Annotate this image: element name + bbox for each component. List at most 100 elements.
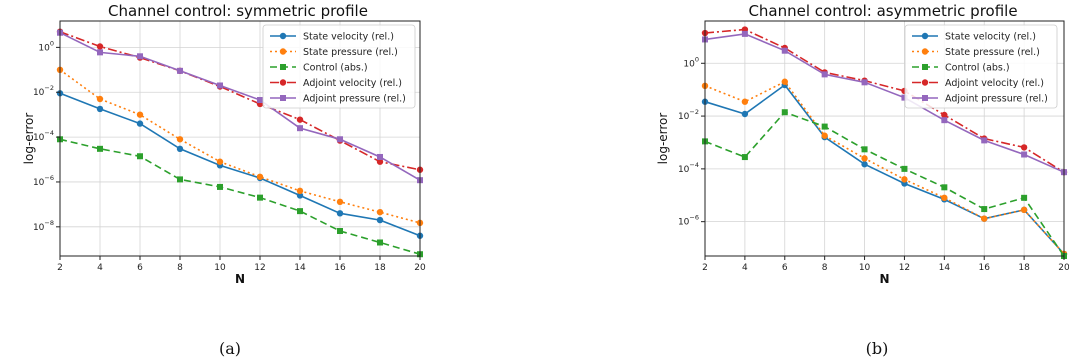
y-tick-label: 100: [683, 55, 699, 69]
x-tick-label: 4: [742, 263, 748, 273]
x-tick-label: 6: [782, 263, 788, 273]
y-tick-label: 10−8: [33, 219, 54, 233]
data-point: [96, 105, 104, 113]
data-point: [781, 109, 788, 116]
data-point: [741, 30, 748, 37]
data-point: [256, 173, 264, 180]
legend-entry-label: State pressure (rel.): [303, 47, 398, 58]
x-axis-label: N: [879, 272, 889, 286]
data-point: [941, 194, 948, 202]
x-tick-label: 10: [214, 263, 226, 273]
y-tick-label: 10−4: [33, 129, 54, 143]
legend-swatch-marker: [279, 48, 287, 55]
legend-swatch-marker: [279, 32, 287, 40]
legend-swatch-marker: [280, 95, 286, 101]
plot-frame: [59, 20, 421, 257]
data-point: [177, 67, 183, 74]
y-tick-label: 10−2: [678, 108, 699, 122]
data-point: [376, 158, 384, 165]
data-point: [901, 165, 908, 172]
chart-b: 2 4 6 8 10 12 14 16 18 20 100 10−2 10−4 10−6 Channel c…: [656, 2, 1069, 358]
x-tick-label: 8: [177, 263, 183, 273]
data-point: [217, 82, 223, 89]
x-tick-label: 14: [939, 263, 951, 273]
data-point: [981, 215, 988, 222]
series-line-1: [704, 83, 1065, 255]
data-point: [901, 176, 908, 183]
data-point: [1020, 206, 1028, 214]
data-point: [96, 43, 104, 50]
data-point: [1021, 194, 1028, 201]
y-tick-label: 100: [38, 39, 54, 53]
series-line-2: [59, 69, 421, 224]
legend-box: [262, 24, 416, 109]
legend-swatch-marker: [921, 79, 929, 86]
chart-title: Channel control: symmetric profile: [108, 2, 368, 20]
data-point: [981, 206, 988, 213]
data-point: [741, 110, 749, 118]
data-point: [217, 183, 223, 190]
data-point: [941, 184, 948, 191]
data-point: [337, 228, 343, 235]
x-tick-label: 8: [822, 263, 828, 273]
legend: State velocity (rel.) State pressure (rel…: [904, 24, 1058, 109]
x-axis-label: N: [235, 272, 245, 286]
data-point: [337, 136, 343, 143]
y-tick-label: 10−4: [678, 161, 699, 175]
data-point: [1020, 144, 1028, 151]
data-point: [296, 187, 304, 195]
data-point: [296, 116, 304, 123]
legend: State velocity (rel.) State pressure (rel…: [262, 24, 416, 109]
data-point: [821, 123, 828, 130]
series-line-4: [704, 28, 1065, 173]
data-point: [97, 49, 103, 56]
data-point: [257, 194, 263, 201]
data-point: [861, 155, 868, 162]
data-point: [821, 71, 828, 78]
data-point: [176, 136, 184, 143]
x-tick-label: 14: [294, 263, 306, 273]
data-point: [176, 145, 184, 153]
series-line-3: [704, 111, 1065, 257]
x-tick-label: 20: [1058, 263, 1069, 273]
data-point: [741, 98, 749, 105]
legend-swatch-marker: [921, 32, 929, 40]
data-point: [377, 239, 383, 246]
x-tick-label: 18: [1018, 263, 1030, 273]
data-point: [781, 78, 788, 85]
legend-swatch-marker: [280, 64, 286, 70]
data-point: [296, 192, 304, 199]
legend-entry-label: Adjoint pressure (rel.): [945, 94, 1048, 105]
y-axis-label: log-error: [656, 113, 670, 165]
plot-frame: [704, 20, 1065, 257]
data-point: [1021, 151, 1028, 158]
x-tick-label: 18: [374, 263, 386, 273]
data-point: [376, 208, 384, 216]
data-point: [861, 146, 868, 153]
data-point: [96, 95, 104, 103]
data-point: [336, 210, 344, 217]
series-line-1: [59, 92, 421, 237]
series-line-5: [704, 33, 1065, 173]
x-tick-label: 10: [859, 263, 871, 273]
data-point: [376, 216, 384, 224]
data-point: [216, 158, 224, 165]
data-point: [741, 154, 748, 161]
legend-entry-label: State velocity (rel.): [303, 32, 394, 43]
x-tick-label: 12: [899, 263, 910, 273]
data-point: [136, 111, 144, 118]
x-tick-label: 6: [137, 263, 143, 273]
y-tick-label: 10−2: [33, 84, 54, 98]
x-tick-label: 4: [97, 263, 103, 273]
chart-a: 2 4 6 8 10 12 14 16 18 20 100 10−2 10−4 10−6 10−8 Chann…: [22, 2, 426, 358]
data-point: [297, 208, 303, 215]
data-point: [137, 153, 143, 160]
series-line-5: [59, 31, 421, 181]
data-point: [941, 117, 948, 124]
x-tick-label: 12: [254, 263, 265, 273]
y-axis-label: log-error: [22, 113, 36, 165]
data-point: [177, 176, 183, 183]
x-tick-label: 16: [978, 263, 990, 273]
series-line-4: [59, 30, 421, 171]
